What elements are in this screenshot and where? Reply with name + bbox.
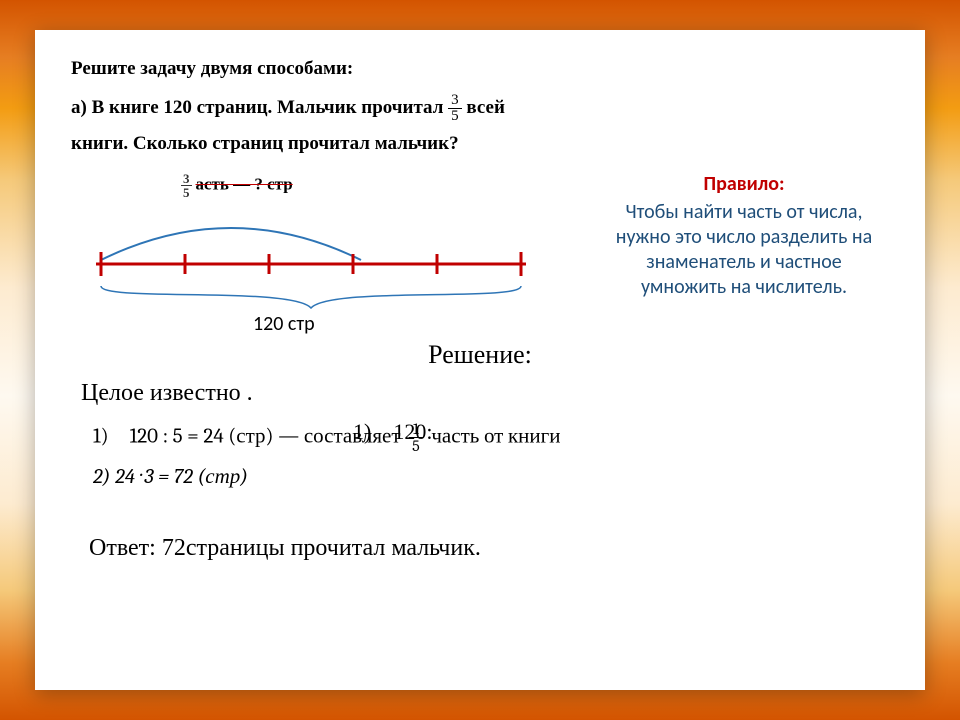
solution-step-1: 1) 120 : 5 = 24 (стр) — составляет 1 5 ч… (93, 421, 889, 454)
arc-path (101, 228, 361, 260)
solution-step-2: 2) 24 · 3 = 72 (стр) (93, 464, 889, 489)
fraction-denominator: 5 (448, 109, 462, 124)
solution-title: Решение: (71, 340, 889, 370)
step1-tail: часть от книги (431, 425, 560, 449)
problem-fraction: 3 5 (448, 93, 462, 124)
diagram-under-label: 120 стр (253, 312, 315, 336)
fraction-numerator: 3 (448, 93, 462, 109)
problem-line2: книги. Сколько страниц прочитал мальчик? (71, 126, 889, 162)
problem-text: а) В книге 120 страниц. Мальчик прочитал… (71, 90, 889, 126)
step1-overlay: 1) 120: (353, 419, 432, 445)
answer-text: Ответ: 72страницы прочитал мальчик. (89, 535, 889, 562)
rule-title: Правило: (609, 172, 879, 196)
brace-path (101, 286, 521, 308)
rule-box: Правило: Чтобы найти часть от числа, нуж… (609, 172, 879, 300)
problem-suffix: всей (466, 97, 505, 118)
number-line-diagram: 3 5 асть — ? стр 120 стр (71, 168, 531, 338)
slide-card: Решите задачу двумя способами: а) В книг… (35, 30, 925, 690)
problem-prefix: а) В книге 120 страниц. Мальчик прочитал (71, 97, 443, 118)
diagram-area: 3 5 асть — ? стр 120 стр (71, 168, 889, 338)
whole-known: Целое известно . (81, 380, 889, 407)
rule-text: Чтобы найти часть от числа, нужно это чи… (609, 200, 879, 300)
task-header: Решите задачу двумя способами: (71, 58, 889, 80)
